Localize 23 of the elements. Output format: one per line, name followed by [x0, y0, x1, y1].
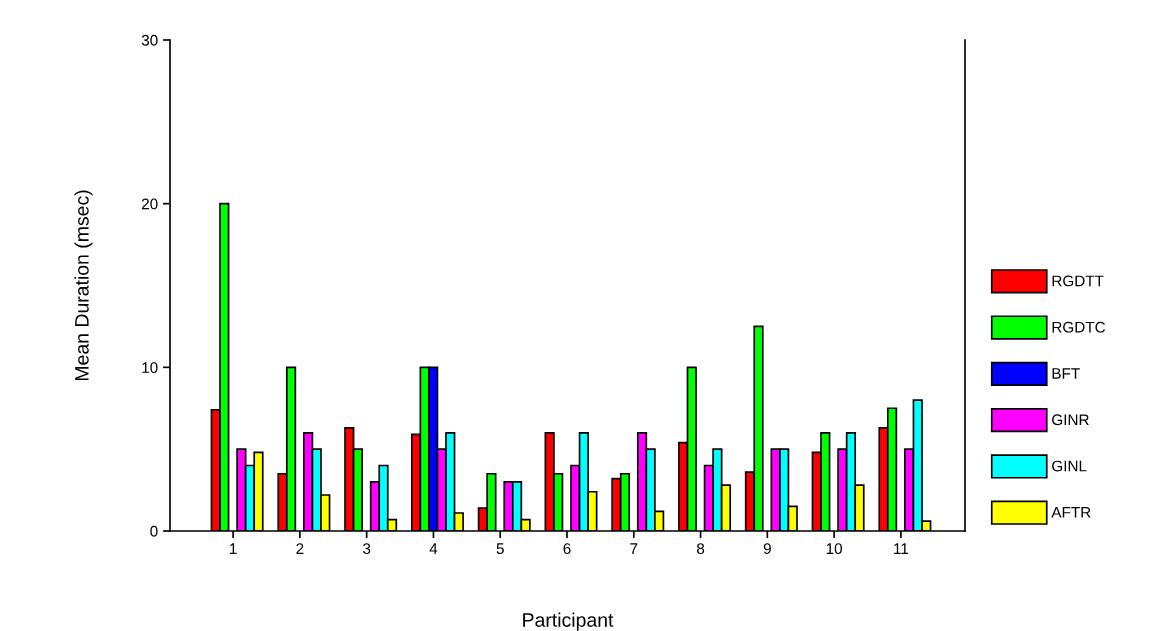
legend-label: AFTR: [1051, 507, 1091, 518]
y-tick-label: 30: [141, 34, 158, 46]
legend-label: GINL: [1052, 460, 1087, 472]
legend-label: BFT: [1052, 368, 1080, 379]
x-tick-label: 3: [363, 543, 371, 555]
y-tick-label: 20: [141, 198, 158, 210]
x-tick-label: 11: [894, 543, 909, 554]
x-tick-label: 6: [563, 543, 571, 555]
x-axis-title: Participant: [523, 612, 614, 631]
y-axis-title: Mean Duration (msec): [74, 190, 93, 381]
x-tick-label: 8: [696, 543, 705, 555]
y-tick-label: 10: [142, 362, 158, 374]
x-tick-label: 1: [230, 543, 237, 554]
legend-label: RGDTT: [1052, 275, 1104, 287]
x-tick-label: 4: [429, 543, 438, 554]
x-tick-label: 2: [296, 543, 304, 554]
x-tick-label: 5: [496, 543, 504, 555]
legend-label: GINR: [1052, 414, 1089, 426]
x-tick-label: 9: [763, 543, 771, 555]
y-tick-label: 0: [150, 525, 158, 537]
x-tick-label: 10: [826, 543, 843, 555]
legend-label: RGDTC: [1052, 321, 1106, 333]
x-tick-label: 7: [630, 543, 638, 554]
